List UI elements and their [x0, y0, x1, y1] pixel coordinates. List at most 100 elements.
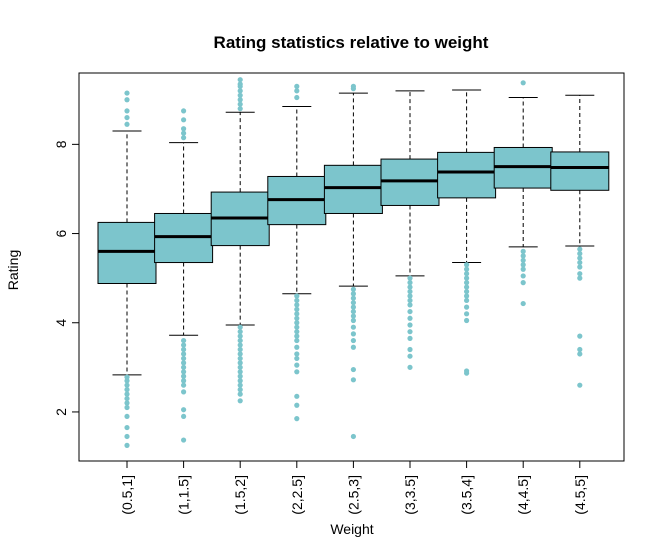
outlier-point: [577, 246, 583, 252]
outlier-point: [577, 264, 583, 270]
outlier-point: [464, 288, 470, 295]
box-group: [154, 108, 214, 443]
outlier-point: [181, 346, 187, 353]
outlier-point: [407, 275, 413, 281]
x-tick-label: (4.5,5]: [572, 475, 588, 515]
outlier-point: [237, 360, 243, 366]
outlier-point: [464, 275, 470, 281]
outlier-point: [237, 92, 243, 98]
outlier-point: [520, 80, 526, 86]
outlier-point: [407, 353, 413, 359]
outlier-point: [181, 378, 187, 384]
plot-frame: [78, 72, 625, 462]
chart-title: Rating statistics relative to weight: [214, 33, 489, 52]
outlier-point: [407, 293, 413, 299]
outlier-point: [350, 317, 356, 324]
outlier-point: [520, 257, 526, 263]
y-tick-label: 6: [53, 229, 69, 237]
outlier-point: [350, 331, 356, 337]
outlier-point: [407, 346, 413, 353]
outlier-point: [407, 364, 413, 370]
box-group: [380, 90, 440, 370]
outlier-point: [237, 101, 243, 107]
outlier-point: [577, 346, 583, 353]
outlier-point: [350, 344, 356, 350]
outlier-point: [237, 329, 243, 335]
outlier-point: [520, 253, 526, 259]
outlier-point: [294, 94, 300, 101]
outlier-point: [237, 398, 243, 404]
outlier-point: [237, 342, 243, 348]
outlier-point: [181, 413, 187, 420]
box-iqr: [550, 151, 610, 191]
outlier-point: [294, 351, 300, 357]
outlier-point: [124, 413, 130, 420]
outlier-point: [294, 302, 300, 308]
box-group: [493, 80, 553, 307]
outlier-point: [464, 262, 470, 268]
outlier-point: [124, 400, 130, 406]
outlier-point: [407, 322, 413, 328]
outlier-point: [350, 295, 356, 301]
outlier-point: [294, 344, 300, 350]
x-tick-label: (1,1.5]: [176, 475, 192, 515]
outlier-point: [464, 266, 470, 272]
outlier-point: [237, 324, 243, 330]
outlier-point: [350, 366, 356, 373]
outlier-point: [520, 248, 526, 254]
outlier-point: [464, 317, 470, 324]
outlier-point: [237, 346, 243, 353]
outlier-point: [294, 333, 300, 339]
x-tick-label: (2,2.5]: [289, 475, 305, 515]
outlier-point: [181, 337, 187, 344]
outlier-point: [237, 88, 243, 94]
outlier-point: [407, 315, 413, 321]
x-tick-label: (2.5,3]: [345, 475, 361, 515]
outlier-point: [237, 77, 243, 83]
y-axis-label: Rating: [5, 250, 21, 290]
y-axis: 2 4 6 8: [53, 140, 80, 416]
box-iqr: [437, 151, 497, 199]
outlier-point: [237, 333, 243, 339]
outlier-point: [181, 342, 187, 348]
outlier-point: [181, 389, 187, 395]
outlier-point: [464, 271, 470, 277]
outlier-point: [124, 90, 130, 96]
outlier-point: [237, 337, 243, 344]
outlier-point: [520, 300, 526, 307]
outlier-point: [350, 286, 356, 292]
outlier-point: [124, 382, 130, 388]
outlier-point: [124, 374, 130, 380]
outlier-point: [124, 97, 130, 103]
y-tick-label: 8: [53, 140, 69, 148]
box-group: [267, 83, 327, 422]
outlier-point: [181, 351, 187, 357]
outlier-point: [407, 284, 413, 290]
outlier-point: [294, 393, 300, 399]
outlier-point: [124, 114, 130, 121]
outlier-point: [181, 369, 187, 375]
x-tick-label: (1.5,2]: [232, 475, 248, 515]
outlier-point: [237, 81, 243, 87]
box-group: [210, 77, 270, 404]
outlier-point: [407, 288, 413, 295]
outlier-point: [237, 391, 243, 397]
box-iqr: [323, 164, 383, 214]
outlier-point: [237, 355, 243, 362]
outlier-point: [181, 108, 187, 114]
outlier-point: [294, 329, 300, 335]
outlier-point: [577, 351, 583, 357]
outlier-point: [124, 395, 130, 402]
outlier-point: [294, 337, 300, 344]
outlier-point: [294, 362, 300, 368]
outlier-point: [407, 329, 413, 335]
outlier-point: [294, 293, 300, 299]
outlier-point: [294, 324, 300, 330]
outlier-point: [520, 280, 526, 286]
outlier-point: [577, 251, 583, 257]
outlier-point: [464, 284, 470, 290]
outlier-point: [124, 378, 130, 384]
outlier-point: [294, 315, 300, 321]
outlier-point: [407, 335, 413, 341]
